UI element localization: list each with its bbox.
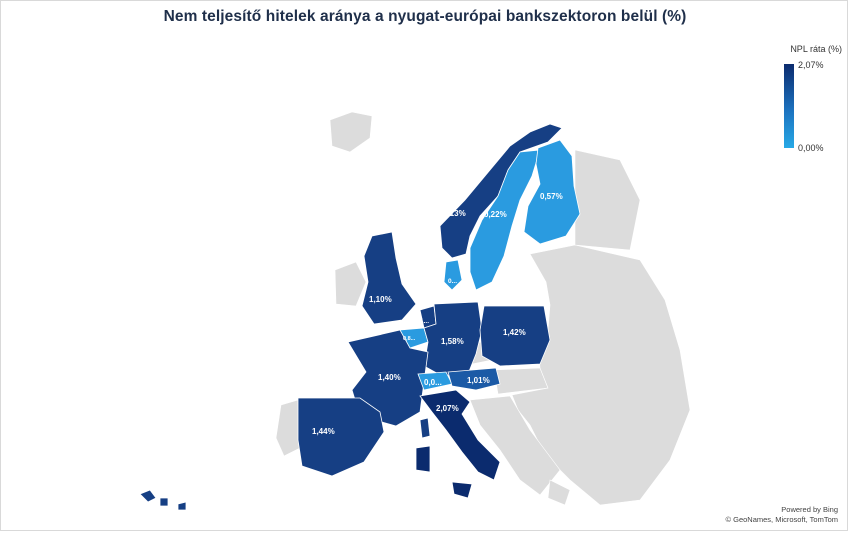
legend-color-scale xyxy=(784,64,794,148)
region-france xyxy=(347,329,429,427)
balkans-shape xyxy=(469,395,561,496)
region-sicily xyxy=(451,481,473,499)
label-netherlands: 1... xyxy=(420,318,429,325)
region-poland xyxy=(479,305,551,367)
label-uk: 1,10% xyxy=(369,295,392,304)
credit-line-sources: © GeoNames, Microsoft, TomTom xyxy=(725,515,839,524)
label-sweden: 0,22% xyxy=(484,210,507,219)
region-uk xyxy=(361,231,417,325)
map-credits: Powered by Bing © GeoNames, Microsoft, T… xyxy=(726,505,839,525)
label-germany: 1,58% xyxy=(441,337,464,346)
label-poland: 1,42% xyxy=(503,328,526,337)
legend-title: NPL ráta (%) xyxy=(790,44,842,54)
region-sardinia xyxy=(415,445,431,473)
label-austria: 1,01% xyxy=(467,376,490,385)
label-france: 1,40% xyxy=(378,373,401,382)
region-spain xyxy=(297,397,385,477)
credit-line-bing: Powered by Bing xyxy=(781,505,838,514)
region-sweden xyxy=(469,149,541,291)
region-corsica xyxy=(419,417,431,439)
region-austria xyxy=(447,367,501,391)
region-labels: 1,13% 0,22% 0,57% 0... 1,10% 1... 0,8...… xyxy=(312,192,563,436)
label-spain: 1,44% xyxy=(312,427,335,436)
label-italy: 2,07% xyxy=(436,404,459,413)
region-finland xyxy=(523,139,581,245)
label-norway: 1,13% xyxy=(443,209,466,218)
non-data-land xyxy=(275,111,691,506)
region-denmark xyxy=(443,259,463,291)
legend-min-label: 0,00% xyxy=(798,143,824,153)
region-canary-islands xyxy=(139,489,187,511)
legend-max-label: 2,07% xyxy=(798,60,824,70)
region-italy xyxy=(419,389,501,481)
greece-islands xyxy=(547,479,571,506)
map-title: Nem teljesítő hitelek aránya a nyugat-eu… xyxy=(163,8,687,25)
data-regions xyxy=(139,123,581,511)
iceland-shape xyxy=(329,111,373,153)
label-switzerland: 0,0... xyxy=(424,378,442,387)
label-belgium: 0,8... xyxy=(403,336,416,342)
portugal-shape xyxy=(275,399,301,457)
label-denmark: 0... xyxy=(448,278,457,285)
label-finland: 0,57% xyxy=(540,192,563,201)
northwest-russia-shape xyxy=(574,149,641,251)
ireland-shape xyxy=(334,261,367,307)
